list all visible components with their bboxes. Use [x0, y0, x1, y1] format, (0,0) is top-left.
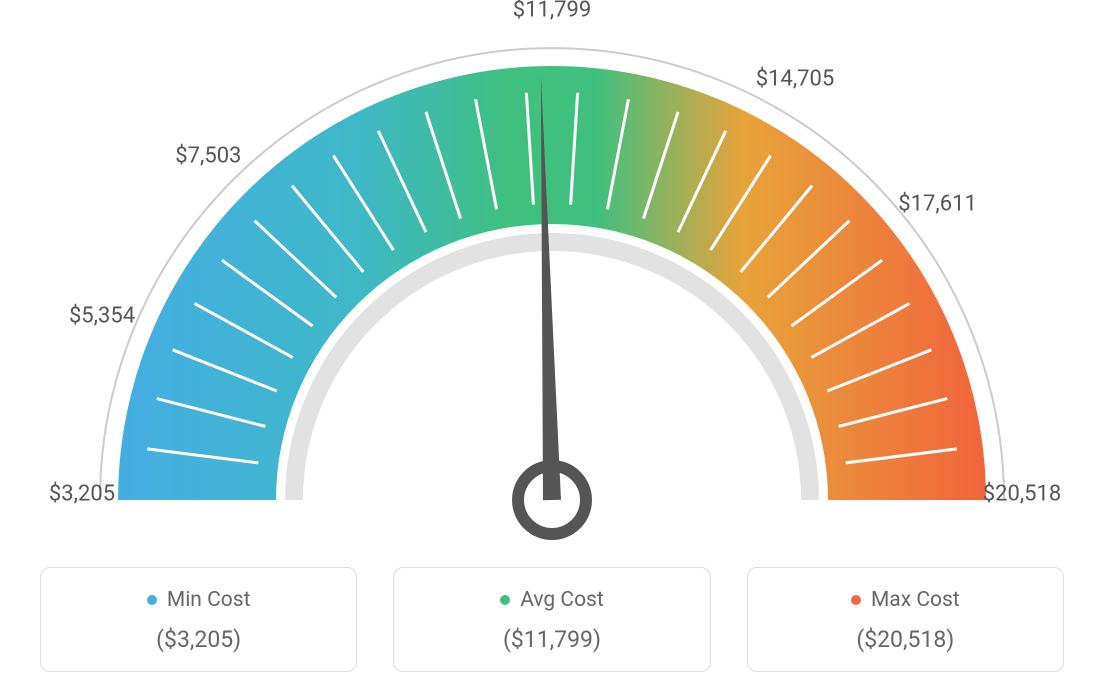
dot-icon [500, 595, 510, 605]
scale-label: $14,705 [756, 67, 835, 92]
legend-card-max: Max Cost ($20,518) [747, 567, 1064, 672]
scale-label: $3,205 [49, 482, 115, 507]
legend-card-min: Min Cost ($3,205) [40, 567, 357, 672]
legend-card-avg: Avg Cost ($11,799) [393, 567, 710, 672]
legend-label-max: Max Cost [871, 588, 960, 612]
scale-label: $5,354 [69, 304, 135, 329]
cost-gauge: $3,205 $5,354 $7,503 $11,799 $14,705 $17,611 $… [0, 0, 1104, 560]
legend-title-min: Min Cost [147, 588, 251, 612]
legend-value-max: ($20,518) [758, 626, 1053, 653]
scale-label: $11,799 [513, 0, 592, 23]
legend-title-max: Max Cost [851, 588, 960, 612]
legend-title-avg: Avg Cost [500, 588, 604, 612]
legend-label-avg: Avg Cost [520, 588, 604, 612]
scale-label: $17,611 [898, 192, 977, 217]
dot-icon [851, 595, 861, 605]
legend-row: Min Cost ($3,205) Avg Cost ($11,799) Max… [0, 567, 1104, 672]
legend-label-min: Min Cost [167, 588, 251, 612]
scale-label: $7,503 [175, 144, 241, 169]
legend-value-min: ($3,205) [51, 626, 346, 653]
dot-icon [147, 595, 157, 605]
gauge-svg [0, 0, 1104, 560]
legend-value-avg: ($11,799) [404, 626, 699, 653]
scale-label: $20,518 [983, 482, 1062, 507]
